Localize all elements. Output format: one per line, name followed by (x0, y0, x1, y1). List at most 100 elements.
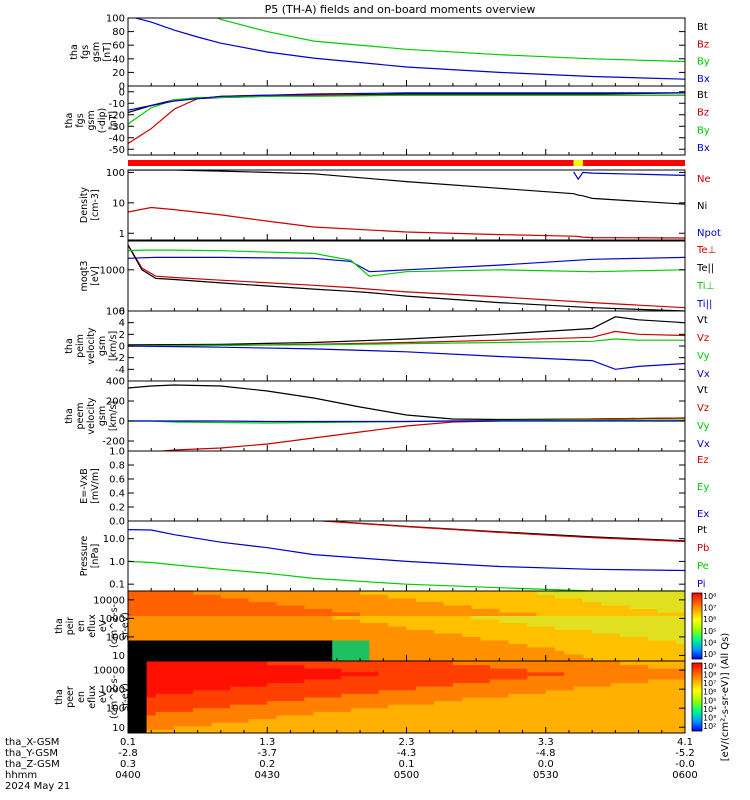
spectrogram-cell (146, 619, 157, 623)
spectrogram-cell (406, 715, 417, 720)
y-axis-label: [km/s] (108, 401, 119, 431)
spectrogram-cell (387, 711, 398, 716)
spectrogram-cell (573, 601, 584, 606)
spectrogram-cell (592, 598, 602, 602)
spectrogram-cell (601, 601, 612, 606)
spectrogram-cell (285, 718, 296, 723)
spectrogram-cell (415, 619, 426, 623)
spectrogram-cell (369, 729, 380, 733)
spectrogram-cell (128, 591, 138, 595)
spectrogram-cell (499, 679, 510, 684)
spectrogram-cell (220, 718, 231, 723)
spectrogram-cell (555, 657, 565, 661)
spectrogram-cell (137, 671, 148, 676)
spectrogram-cell (192, 722, 203, 727)
spectrogram-cell (443, 636, 454, 641)
spectrogram-cell (267, 693, 278, 698)
time-axis-value: -0.0 (675, 759, 695, 770)
spectrogram-cell (137, 689, 148, 694)
spectrogram-cell (230, 626, 240, 630)
spectrogram-cell (211, 679, 222, 684)
spectrogram-cell (220, 636, 231, 641)
spectrogram-cell (657, 605, 667, 609)
spectrogram-cell (425, 594, 435, 599)
spectrogram-cell (601, 640, 612, 644)
spectrogram-cell (276, 715, 287, 720)
spectrogram-cell (555, 640, 565, 644)
spectrogram-cell (517, 675, 528, 680)
spectrogram-cell (128, 650, 138, 655)
spectrogram-cell (360, 704, 370, 709)
spectrogram-cell (462, 654, 472, 658)
spectrogram-cell (360, 686, 370, 691)
spectrogram-cell (257, 629, 268, 634)
spectrogram-cell (295, 725, 305, 730)
spectrogram-cell (545, 675, 556, 680)
spectrogram-cell (517, 718, 528, 723)
spectrogram-cell (406, 640, 417, 644)
spectrogram-cell (202, 729, 213, 733)
spectrogram-cell (592, 608, 602, 613)
spectrogram-cell (610, 664, 621, 669)
spectrogram-cell (675, 679, 685, 684)
spectrogram-cell (313, 718, 324, 723)
spectrogram-cell (434, 700, 445, 705)
spectrogram-cell (174, 594, 185, 599)
spectrogram-cell (350, 591, 361, 595)
spectrogram-cell (490, 722, 500, 727)
spectrogram-cell (322, 693, 333, 698)
spectrogram-cell (257, 605, 268, 609)
spectrogram-cell (675, 707, 685, 712)
spectrogram-cell (285, 643, 296, 648)
spectrogram-cell (387, 664, 398, 669)
spectrogram-cell (211, 689, 222, 694)
spectrogram-cell (462, 636, 472, 641)
spectrogram-cell (165, 707, 175, 712)
spectrogram-cell (332, 636, 343, 641)
spectrogram-cell (295, 601, 305, 606)
spectrogram-cell (360, 594, 370, 599)
spectrogram-cell (406, 654, 417, 658)
spectrogram-cell (629, 700, 640, 705)
spectrogram-cell (629, 671, 640, 676)
spectrogram-cell (425, 605, 435, 609)
spectrogram-cell (276, 689, 287, 694)
spectrogram-cell (313, 619, 324, 623)
spectrogram-cell (666, 633, 677, 637)
legend-Vz: Vz (697, 333, 709, 344)
spectrogram-cell (527, 657, 537, 661)
spectrogram-cell (564, 594, 575, 599)
spectrogram-cell (397, 686, 407, 691)
spectrogram-cell (452, 591, 463, 595)
spectrogram-cell (276, 686, 287, 691)
spectrogram-cell (666, 594, 677, 599)
spectrogram-cell (397, 629, 407, 634)
spectrogram-cell (165, 682, 175, 687)
spectrogram-cell (128, 711, 138, 716)
spectrogram-cell (183, 722, 194, 727)
spectrogram-cell (202, 591, 213, 595)
spectrogram-cell (332, 650, 343, 655)
spectrogram-cell (174, 633, 185, 637)
spectrogram-cell (239, 671, 250, 676)
spectrogram-cell (192, 633, 203, 637)
legend-Bt: Bt (697, 90, 708, 101)
spectrogram-cell (675, 608, 685, 613)
legend-Vz: Vz (697, 403, 709, 414)
time-axis-value: 0500 (394, 770, 419, 781)
spectrogram-cell (434, 598, 445, 602)
spectrogram-cell (313, 668, 324, 673)
spectrogram-cell (406, 633, 417, 637)
spectrogram-cell (378, 686, 389, 691)
y-axis-label: eflux (87, 614, 98, 638)
spectrogram-cell (322, 682, 333, 687)
spectrogram-cell (415, 718, 426, 723)
spectrogram-cell (527, 697, 537, 702)
spectrogram-cell (174, 704, 185, 709)
y-tick-label: 0 (119, 417, 125, 428)
spectrogram-cell (573, 664, 584, 669)
spectrogram-cell (295, 598, 305, 602)
panel-frame (127, 240, 686, 312)
spectrogram-cell (378, 612, 389, 616)
spectrogram-cell (128, 707, 138, 712)
